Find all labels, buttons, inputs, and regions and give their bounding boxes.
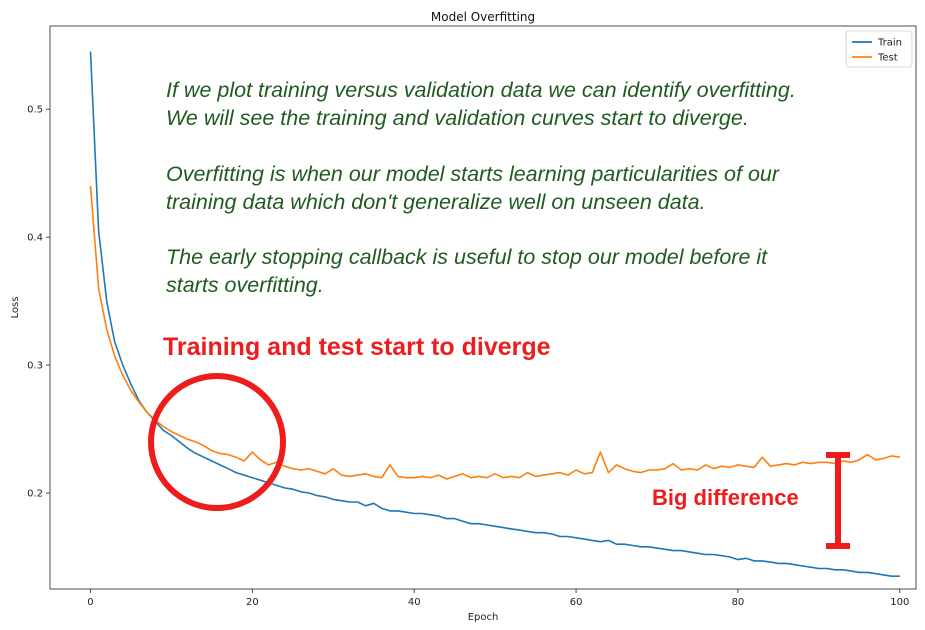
definition-line-2: training data which don't generalize wel… xyxy=(166,190,706,214)
axes: 0 20 40 60 80 100 0.2 0.3 0.4 0.5 Model Overfittin… xyxy=(10,10,917,623)
definition-line-1: Overfitting is when our model starts lea… xyxy=(166,162,780,186)
legend-box xyxy=(845,30,913,68)
annotation-markers xyxy=(148,373,850,549)
definition-note: Overfitting is when our model starts lea… xyxy=(166,160,896,216)
x-tick-label: 60 xyxy=(570,597,583,608)
intro-note: If we plot training versus validation da… xyxy=(166,76,896,132)
plot-frame xyxy=(49,25,917,590)
series-group xyxy=(89,51,900,578)
x-tick-label: 40 xyxy=(408,597,421,608)
legend-label-test: Test xyxy=(877,53,898,64)
divergence-circle xyxy=(148,373,286,511)
chart-title: Model Overfitting xyxy=(431,10,535,24)
intro-line-1: If we plot training versus validation da… xyxy=(166,78,796,102)
legend-label-train: Train xyxy=(877,38,902,49)
y-tick-label: 0.4 xyxy=(27,233,43,244)
diverge-label: Training and test start to diverge xyxy=(163,333,551,361)
intro-line-2: We will see the training and validation … xyxy=(166,106,749,130)
x-tick-label: 100 xyxy=(890,597,909,608)
y-tick-label: 0.3 xyxy=(27,361,43,372)
y-axis-label: Loss xyxy=(10,297,21,319)
difference-label: Big difference xyxy=(652,485,799,510)
x-tick-label: 0 xyxy=(87,597,93,608)
early-stopping-line-2: starts overfitting. xyxy=(166,273,324,297)
x-tick-label: 20 xyxy=(246,597,259,608)
x-axis-label: Epoch xyxy=(468,612,499,623)
legend: Train Test xyxy=(845,30,913,68)
series-line-test xyxy=(89,185,900,480)
early-stopping-note: The early stopping callback is useful to… xyxy=(166,243,896,299)
x-tick-label: 80 xyxy=(732,597,745,608)
y-tick-label: 0.2 xyxy=(27,489,43,500)
early-stopping-line-1: The early stopping callback is useful to… xyxy=(166,245,768,269)
series-line-train xyxy=(89,51,900,578)
y-tick-label: 0.5 xyxy=(27,105,43,116)
